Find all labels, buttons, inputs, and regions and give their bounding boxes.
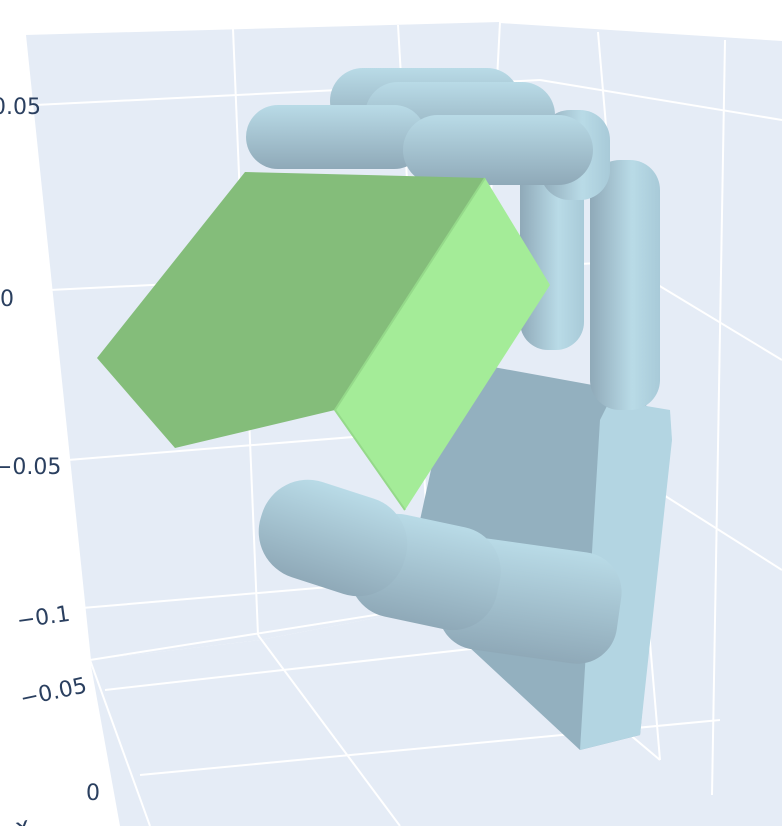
x-axis-ticks: −0.05 0 [18, 673, 100, 806]
thumb-distal [258, 479, 408, 597]
cube-edge [333, 177, 486, 511]
x-tick-label: −0.05 [18, 673, 89, 711]
z-tick-label: −0.05 [0, 455, 61, 480]
finger-top-4 [403, 115, 593, 185]
z-tick-label: −0.1 [15, 602, 71, 634]
cube-mesh [97, 172, 550, 511]
hand-mesh [246, 68, 672, 750]
cube-side-face [335, 178, 550, 510]
x-axis-title: x [12, 811, 33, 826]
x-tick-label: 0 [86, 781, 100, 806]
pinky-proximal [590, 160, 660, 410]
z-tick-label: 0 [0, 287, 14, 312]
floor-plane [90, 600, 782, 826]
finger-top-3 [246, 105, 426, 169]
z-tick-label: 0.05 [0, 95, 41, 120]
z-axis-ticks: 0.05 0 −0.05 −0.1 [0, 95, 72, 634]
palm-side [580, 400, 672, 750]
